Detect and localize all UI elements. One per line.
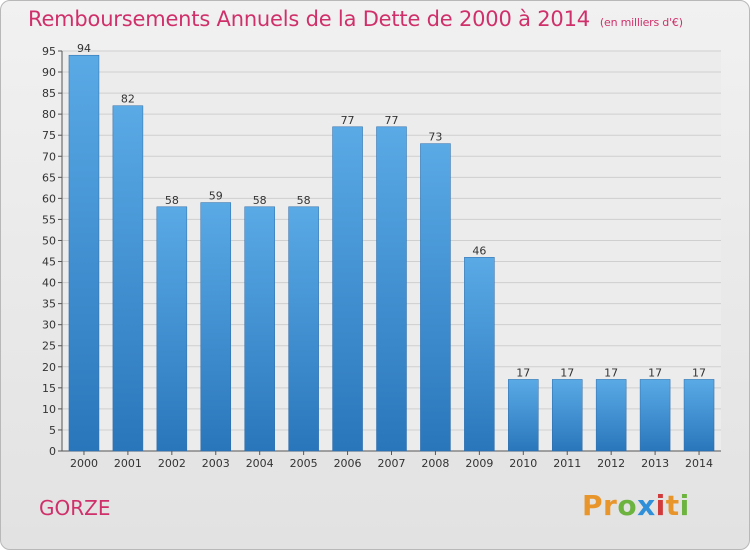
bar — [376, 126, 407, 452]
y-tick-label: 15 — [42, 382, 56, 395]
y-tick-label: 0 — [49, 445, 56, 458]
y-tick-label: 40 — [42, 277, 56, 290]
y-tick-label: 75 — [42, 129, 56, 142]
y-tick-label: 45 — [42, 256, 56, 269]
y-tick-label: 35 — [42, 298, 56, 311]
data-label: 77 — [341, 114, 355, 127]
x-tick-label: 2011 — [553, 457, 581, 470]
y-tick-label: 30 — [42, 319, 56, 332]
data-label: 82 — [121, 93, 135, 106]
y-tick-label: 60 — [42, 192, 56, 205]
data-label: 17 — [604, 366, 618, 379]
brand-letter: o — [617, 489, 638, 522]
x-tick-label: 2010 — [509, 457, 537, 470]
proxiti-logo: Proxiti — [582, 489, 690, 522]
y-tick-label: 25 — [42, 340, 56, 353]
data-label: 94 — [77, 42, 91, 55]
data-label: 59 — [209, 190, 223, 203]
data-label: 58 — [165, 194, 179, 207]
x-tick-label: 2003 — [202, 457, 230, 470]
data-label: 58 — [297, 194, 311, 207]
x-tick-label: 2013 — [641, 457, 669, 470]
brand-letter: x — [637, 489, 656, 522]
chart-title-text: Remboursements Annuels de la Dette de 20… — [28, 7, 590, 31]
brand-letter: P — [582, 489, 604, 522]
bar — [288, 206, 319, 452]
chart-title: Remboursements Annuels de la Dette de 20… — [28, 7, 683, 31]
y-tick-label: 80 — [42, 108, 56, 121]
bar — [639, 379, 671, 452]
brand-letter: i — [679, 489, 690, 522]
x-tick-label: 2008 — [421, 457, 449, 470]
bar — [551, 379, 583, 452]
bar — [112, 105, 144, 452]
y-tick-label: 20 — [42, 361, 56, 374]
bar — [464, 257, 495, 452]
y-tick-label: 50 — [42, 234, 56, 247]
x-tick-label: 2004 — [246, 457, 274, 470]
commune-name: GORZE — [39, 496, 111, 520]
x-tick-label: 2005 — [290, 457, 318, 470]
data-label: 17 — [516, 366, 530, 379]
x-tick-label: 2014 — [685, 457, 713, 470]
x-tick-label: 2001 — [114, 457, 142, 470]
data-label: 58 — [253, 194, 267, 207]
bar — [595, 379, 627, 452]
data-label: 17 — [692, 366, 706, 379]
bar — [683, 379, 715, 452]
x-tick-label: 2002 — [158, 457, 186, 470]
x-tick-label: 2009 — [465, 457, 493, 470]
data-label: 46 — [472, 244, 486, 257]
brand-letter: r — [603, 489, 618, 522]
x-tick-label: 2007 — [378, 457, 406, 470]
brand-letter: i — [655, 489, 666, 522]
y-tick-label: 10 — [42, 403, 56, 416]
bar — [332, 126, 363, 452]
data-label: 73 — [428, 131, 442, 144]
data-label: 17 — [560, 366, 574, 379]
x-tick-label: 2006 — [334, 457, 362, 470]
bar — [244, 206, 275, 452]
y-tick-label: 65 — [42, 171, 56, 184]
brand-letter: t — [665, 489, 680, 522]
data-label: 17 — [648, 366, 662, 379]
y-tick-label: 90 — [42, 66, 56, 79]
data-label: 77 — [385, 114, 399, 127]
x-tick-label: 2000 — [70, 457, 98, 470]
y-tick-label: 85 — [42, 87, 56, 100]
x-tick-label: 2012 — [597, 457, 625, 470]
bar — [200, 202, 232, 452]
y-tick-label: 70 — [42, 150, 56, 163]
chart-unit-note: (en milliers d'€) — [599, 16, 683, 29]
bar — [420, 143, 451, 452]
y-tick-label: 55 — [42, 213, 56, 226]
bar — [508, 379, 539, 452]
bar — [68, 54, 100, 452]
bar — [156, 206, 188, 452]
y-tick-label: 95 — [42, 45, 56, 58]
y-tick-label: 5 — [49, 424, 56, 437]
